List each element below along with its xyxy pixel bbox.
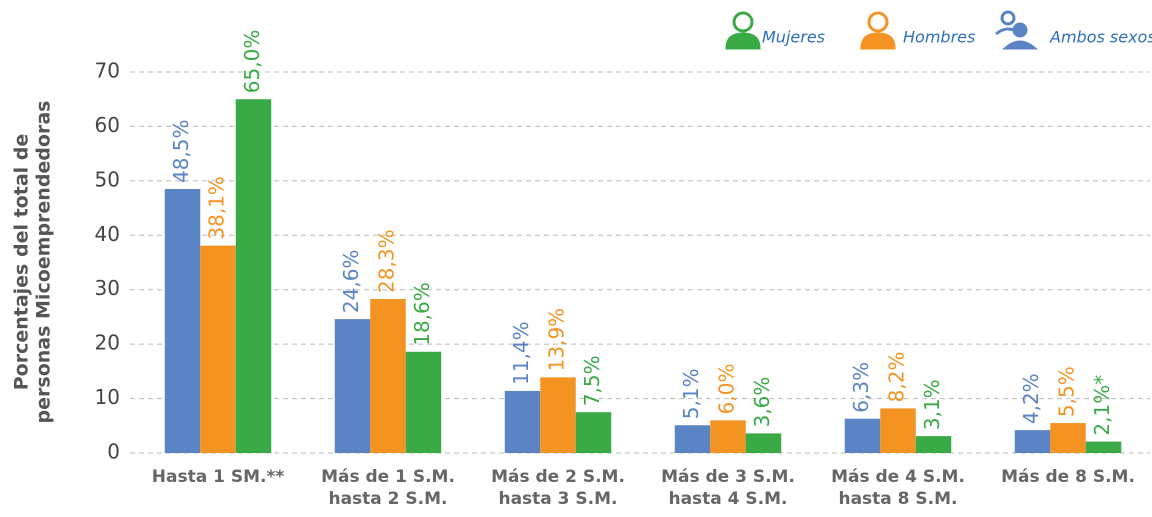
value-label: 3,1% bbox=[920, 379, 944, 430]
y-axis-label: Porcentajes del total de personas Micoem… bbox=[11, 101, 55, 424]
bar bbox=[370, 298, 406, 453]
value-label: 13,9% bbox=[545, 308, 569, 372]
bar bbox=[1014, 430, 1051, 453]
y-tick-label: 70 bbox=[95, 59, 120, 83]
value-label: 28,3% bbox=[375, 229, 399, 293]
value-label: 6,3% bbox=[849, 362, 873, 413]
bar bbox=[844, 418, 881, 453]
bar bbox=[745, 433, 782, 453]
value-label: 65,0% bbox=[240, 30, 264, 94]
icon-body bbox=[1001, 40, 1039, 50]
legend-label: Ambos sexos bbox=[1049, 28, 1152, 47]
bar bbox=[235, 99, 272, 453]
bar bbox=[1085, 441, 1122, 453]
y-tick-label: 40 bbox=[95, 222, 120, 246]
bar bbox=[1050, 423, 1086, 453]
y-tick-label: 0 bbox=[107, 440, 120, 464]
bar bbox=[164, 189, 201, 453]
y-tick-label: 50 bbox=[95, 167, 120, 191]
bar bbox=[200, 245, 236, 453]
value-label: 18,6% bbox=[410, 282, 434, 346]
icon-body bbox=[860, 32, 896, 50]
bar bbox=[334, 319, 371, 453]
x-tick-label-line: hasta 8 S.M. bbox=[838, 489, 957, 509]
y-axis-label-line: personas Micoemprendedoras bbox=[33, 101, 55, 424]
value-label: 24,6% bbox=[339, 250, 363, 314]
icon-head bbox=[732, 11, 754, 33]
y-axis-label-line: Porcentajes del total de bbox=[11, 134, 33, 391]
value-label: 48,5% bbox=[169, 119, 193, 183]
value-label: 7,5% bbox=[580, 355, 604, 406]
value-label: 6,0% bbox=[715, 364, 739, 415]
value-label: 2,1%* bbox=[1090, 375, 1114, 436]
x-tick-label-line: hasta 4 S.M. bbox=[668, 489, 787, 509]
x-tick-label-line: Más de 3 S.M. bbox=[661, 467, 795, 487]
x-tick-label: Más de 4 S.M. hasta 8 S.M. bbox=[831, 467, 965, 509]
x-tick-label-line: hasta 3 S.M. bbox=[498, 489, 617, 509]
x-tick-label: Más de 8 S.M. bbox=[1001, 467, 1135, 487]
y-tick-label: 20 bbox=[95, 331, 120, 355]
bar bbox=[504, 390, 541, 453]
icon-head bbox=[1000, 10, 1016, 26]
bar bbox=[540, 377, 576, 453]
icon-body bbox=[725, 32, 761, 50]
value-label: 8,2% bbox=[885, 352, 909, 403]
x-tick-label-line: Más de 1 S.M. bbox=[321, 467, 455, 487]
x-tick-label-line: Más de 4 S.M. bbox=[831, 467, 965, 487]
bar bbox=[405, 351, 442, 453]
y-tick-label: 60 bbox=[95, 113, 120, 137]
value-label: 5,5% bbox=[1055, 366, 1079, 417]
icon-head bbox=[867, 11, 889, 33]
bar bbox=[710, 420, 746, 453]
value-label: 4,2% bbox=[1019, 373, 1043, 424]
legend-icon bbox=[725, 11, 761, 50]
bar bbox=[915, 436, 952, 453]
y-tick-label: 30 bbox=[95, 276, 120, 300]
value-label: 38,1% bbox=[205, 176, 229, 240]
x-tick-label: Más de 1 S.M. hasta 2 S.M. bbox=[321, 467, 455, 509]
legend-icon bbox=[860, 11, 896, 50]
x-tick-label-line: Más de 2 S.M. bbox=[491, 467, 625, 487]
legend-icon bbox=[995, 10, 1039, 50]
x-tick-label: Hasta 1 SM.** bbox=[152, 467, 285, 487]
icon-head bbox=[1012, 22, 1028, 38]
bar bbox=[575, 412, 612, 453]
value-label: 3,6% bbox=[750, 377, 774, 428]
bar bbox=[674, 425, 711, 453]
value-label: 5,1% bbox=[679, 368, 703, 419]
x-tick-label: Más de 2 S.M. hasta 3 S.M. bbox=[491, 467, 625, 509]
x-tick-label: Más de 3 S.M. hasta 4 S.M. bbox=[661, 467, 795, 509]
bar bbox=[880, 408, 916, 453]
x-tick-label-line: hasta 2 S.M. bbox=[328, 489, 447, 509]
legend-label: Hombres bbox=[903, 28, 975, 47]
y-tick-label: 10 bbox=[95, 385, 120, 409]
value-label: 11,4% bbox=[509, 321, 533, 385]
legend-label: Mujeres bbox=[762, 28, 825, 47]
